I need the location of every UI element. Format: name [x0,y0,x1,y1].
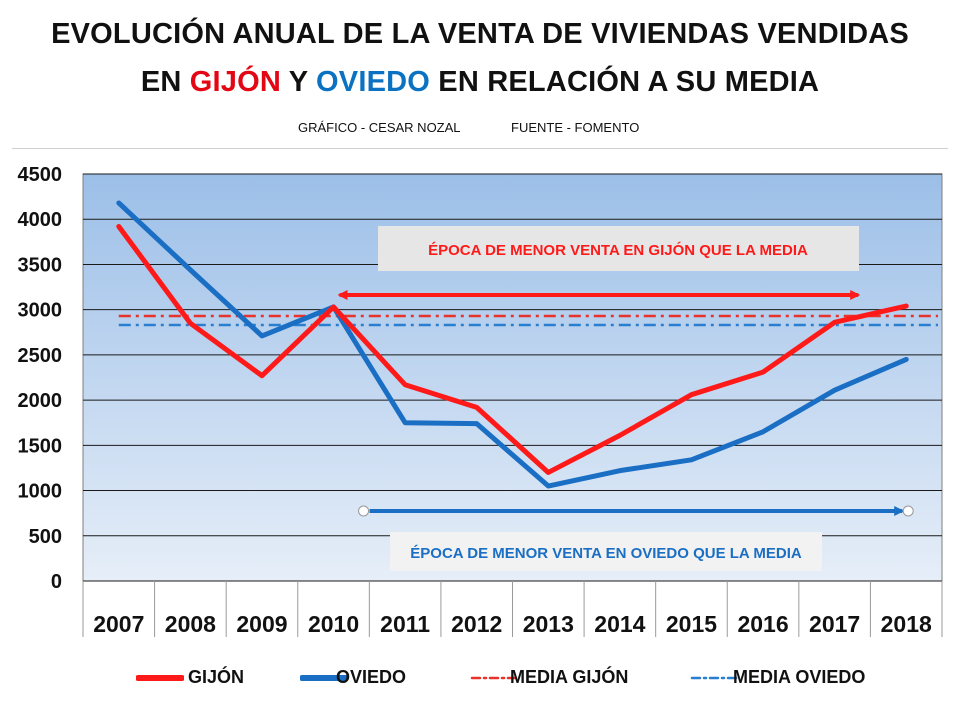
oviedo-annotation-box [390,532,822,571]
legend-label: MEDIA OVIEDO [733,667,866,687]
x-tick-label: 2014 [594,611,645,637]
x-tick-label: 2012 [451,611,502,637]
title-prefix: EN [140,66,190,98]
gijon-series-line [116,223,909,475]
x-tick-label: 2011 [380,611,430,637]
header-divider [12,148,948,149]
y-tick-label: 3500 [18,254,63,276]
y-tick-label: 2000 [18,390,63,412]
title-connector: Y [281,66,317,98]
average-lines [118,314,938,327]
oviedo-annotation-text: ÉPOCA DE MENOR VENTA EN OVIEDO QUE LA ME… [410,545,802,562]
legend-item: MEDIA OVIEDO [690,662,950,692]
chart-title-line2: EN GIJÓN Y OVIEDO EN RELACIÓN A SU MEDIA [0,66,960,99]
chart-author-credit: GRÁFICO - CESAR NOZAL [298,120,461,135]
x-tick-label: 2016 [737,611,788,637]
x-tick-label: 2017 [809,611,860,637]
legend-swatch [136,675,184,681]
legend-label: OVIEDO [336,667,407,687]
title-suffix: EN RELACIÓN A SU MEDIA [430,66,820,98]
oviedo-series-line [116,200,909,489]
legend-swatch [300,675,348,681]
series-lines [116,200,909,489]
legend-item: GIJÓN [136,662,396,692]
x-axis-ticks: 2007 2008 2009 2010 2011 2012 2013 2014 2015 2016… [93,611,932,637]
oviedo-arrow-end-dot [902,505,914,517]
y-tick-label: 3000 [18,300,63,322]
y-tick-label: 500 [29,526,62,548]
legend-label: MEDIA GIJÓN [510,667,629,687]
title-oviedo: OVIEDO [316,66,431,98]
y-axis-ticks: 0 500 1000 1500 2000 2500 3000 3500 4000 4500 [18,164,63,593]
legend-label: GIJÓN [188,667,245,687]
data-source-credit: FUENTE - FOMENTO [511,120,640,135]
y-tick-label: 1000 [18,481,63,503]
legend-item: OVIEDO [300,662,560,692]
oviedo-arrow-start-dot [358,505,370,517]
y-tick-label: 4000 [18,209,63,231]
title-gijon: GIJÓN [189,66,282,98]
x-tick-label: 2013 [523,611,574,637]
legend-swatch [470,676,518,680]
y-tick-label: 1500 [18,435,63,457]
y-tick-label: 2500 [18,345,63,367]
gijon-annotation-text: ÉPOCA DE MENOR VENTA EN GIJÓN QUE LA MED… [428,241,808,259]
legend-item: MEDIA GIJÓN [470,662,730,692]
chart-title-line1: EVOLUCIÓN ANUAL DE LA VENTA DE VIVIENDAS… [51,18,909,50]
y-tick-label: 4500 [18,164,63,186]
gijon-annotation-box [378,226,859,271]
x-tick-label: 2018 [881,611,932,637]
line-chart: 0 500 1000 1500 2000 2500 3000 3500 4000 4500 200… [18,164,943,637]
x-tick-label: 2015 [666,611,717,637]
y-tick-label: 0 [51,571,62,593]
x-tick-label: 2010 [308,611,359,637]
x-tick-label: 2009 [236,611,287,637]
gridlines [82,173,943,637]
annotations: ÉPOCA DE MENOR VENTA EN GIJÓN QUE LA MED… [337,226,914,571]
x-tick-label: 2008 [165,611,216,637]
legend-swatch [690,676,738,680]
x-tick-label: 2007 [93,611,144,637]
